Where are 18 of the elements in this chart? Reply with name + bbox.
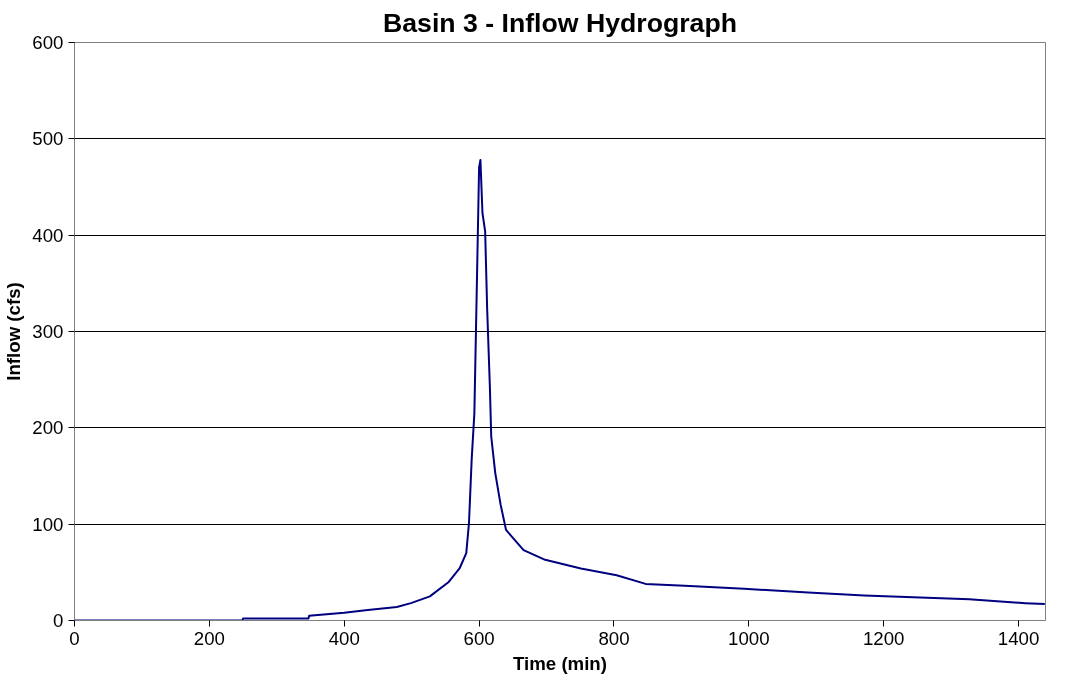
y-axis-title: Inflow (cfs) (3, 282, 25, 381)
y-tick-label: 500 (32, 128, 64, 150)
y-tick-label: 100 (32, 513, 64, 535)
x-tick-label: 600 (463, 627, 495, 649)
x-tick-label: 0 (69, 627, 80, 649)
x-tick-label: 1000 (728, 627, 770, 649)
y-tick-label: 600 (32, 32, 64, 53)
x-tick-label: 200 (193, 627, 225, 649)
y-tick-label: 400 (32, 224, 64, 246)
x-axis-title: Time (min) (513, 652, 607, 674)
x-tick-label: 800 (598, 627, 630, 649)
y-tick-label: 0 (53, 610, 64, 631)
x-tick-label: 400 (328, 627, 360, 649)
y-tick-label: 300 (32, 321, 64, 342)
y-tick-label: 200 (32, 417, 64, 439)
x-tick-label: 1200 (862, 627, 905, 649)
x-tick-label: 1400 (997, 627, 1040, 649)
chart-title: Basin 3 - Inflow Hydrograph (383, 7, 737, 38)
